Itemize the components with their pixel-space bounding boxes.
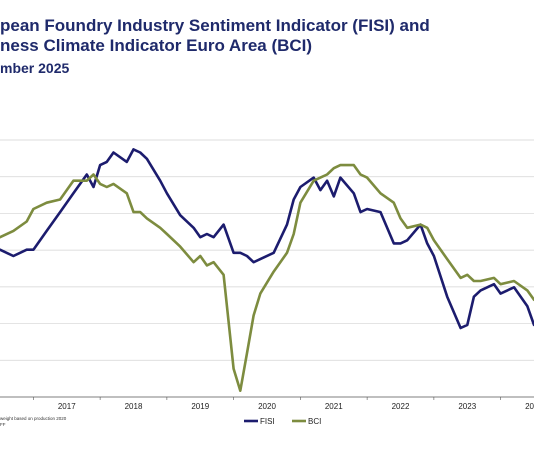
chart-subtitle: mber 2025 (0, 60, 70, 76)
legend: FISI BCI (244, 417, 321, 426)
x-tick-label: 2023 (458, 402, 476, 411)
footnote-source: FF (0, 422, 6, 427)
x-tick-label: 2018 (125, 402, 143, 411)
x-tick-label: 2019 (191, 402, 209, 411)
x-tick-label: 2021 (325, 402, 343, 411)
series-line-bci (0, 163, 534, 393)
chart-title-line2: ness Climate Indicator Euro Area (BCI) (0, 36, 313, 55)
x-tick-label: 2022 (392, 402, 410, 411)
legend-label-bci: BCI (308, 417, 321, 426)
axis-layer: 2017 2018 2019 2020 2021 2022 2023 2024 (0, 396, 534, 411)
chart-title: pean Foundry Industry Sentiment Indicato… (0, 16, 430, 56)
legend-label-fisi: FISI (260, 417, 275, 426)
x-tick-label: 2024 (525, 402, 534, 411)
x-tick-label: 2017 (58, 402, 76, 411)
series-line-fisi (0, 148, 534, 330)
x-tick-label: 2020 (258, 402, 276, 411)
chart-title-line1: pean Foundry Industry Sentiment Indicato… (0, 16, 430, 35)
grid-layer (0, 139, 534, 361)
series-layer (0, 148, 534, 393)
footnote-weight: weight based on production 2020 (0, 416, 67, 421)
